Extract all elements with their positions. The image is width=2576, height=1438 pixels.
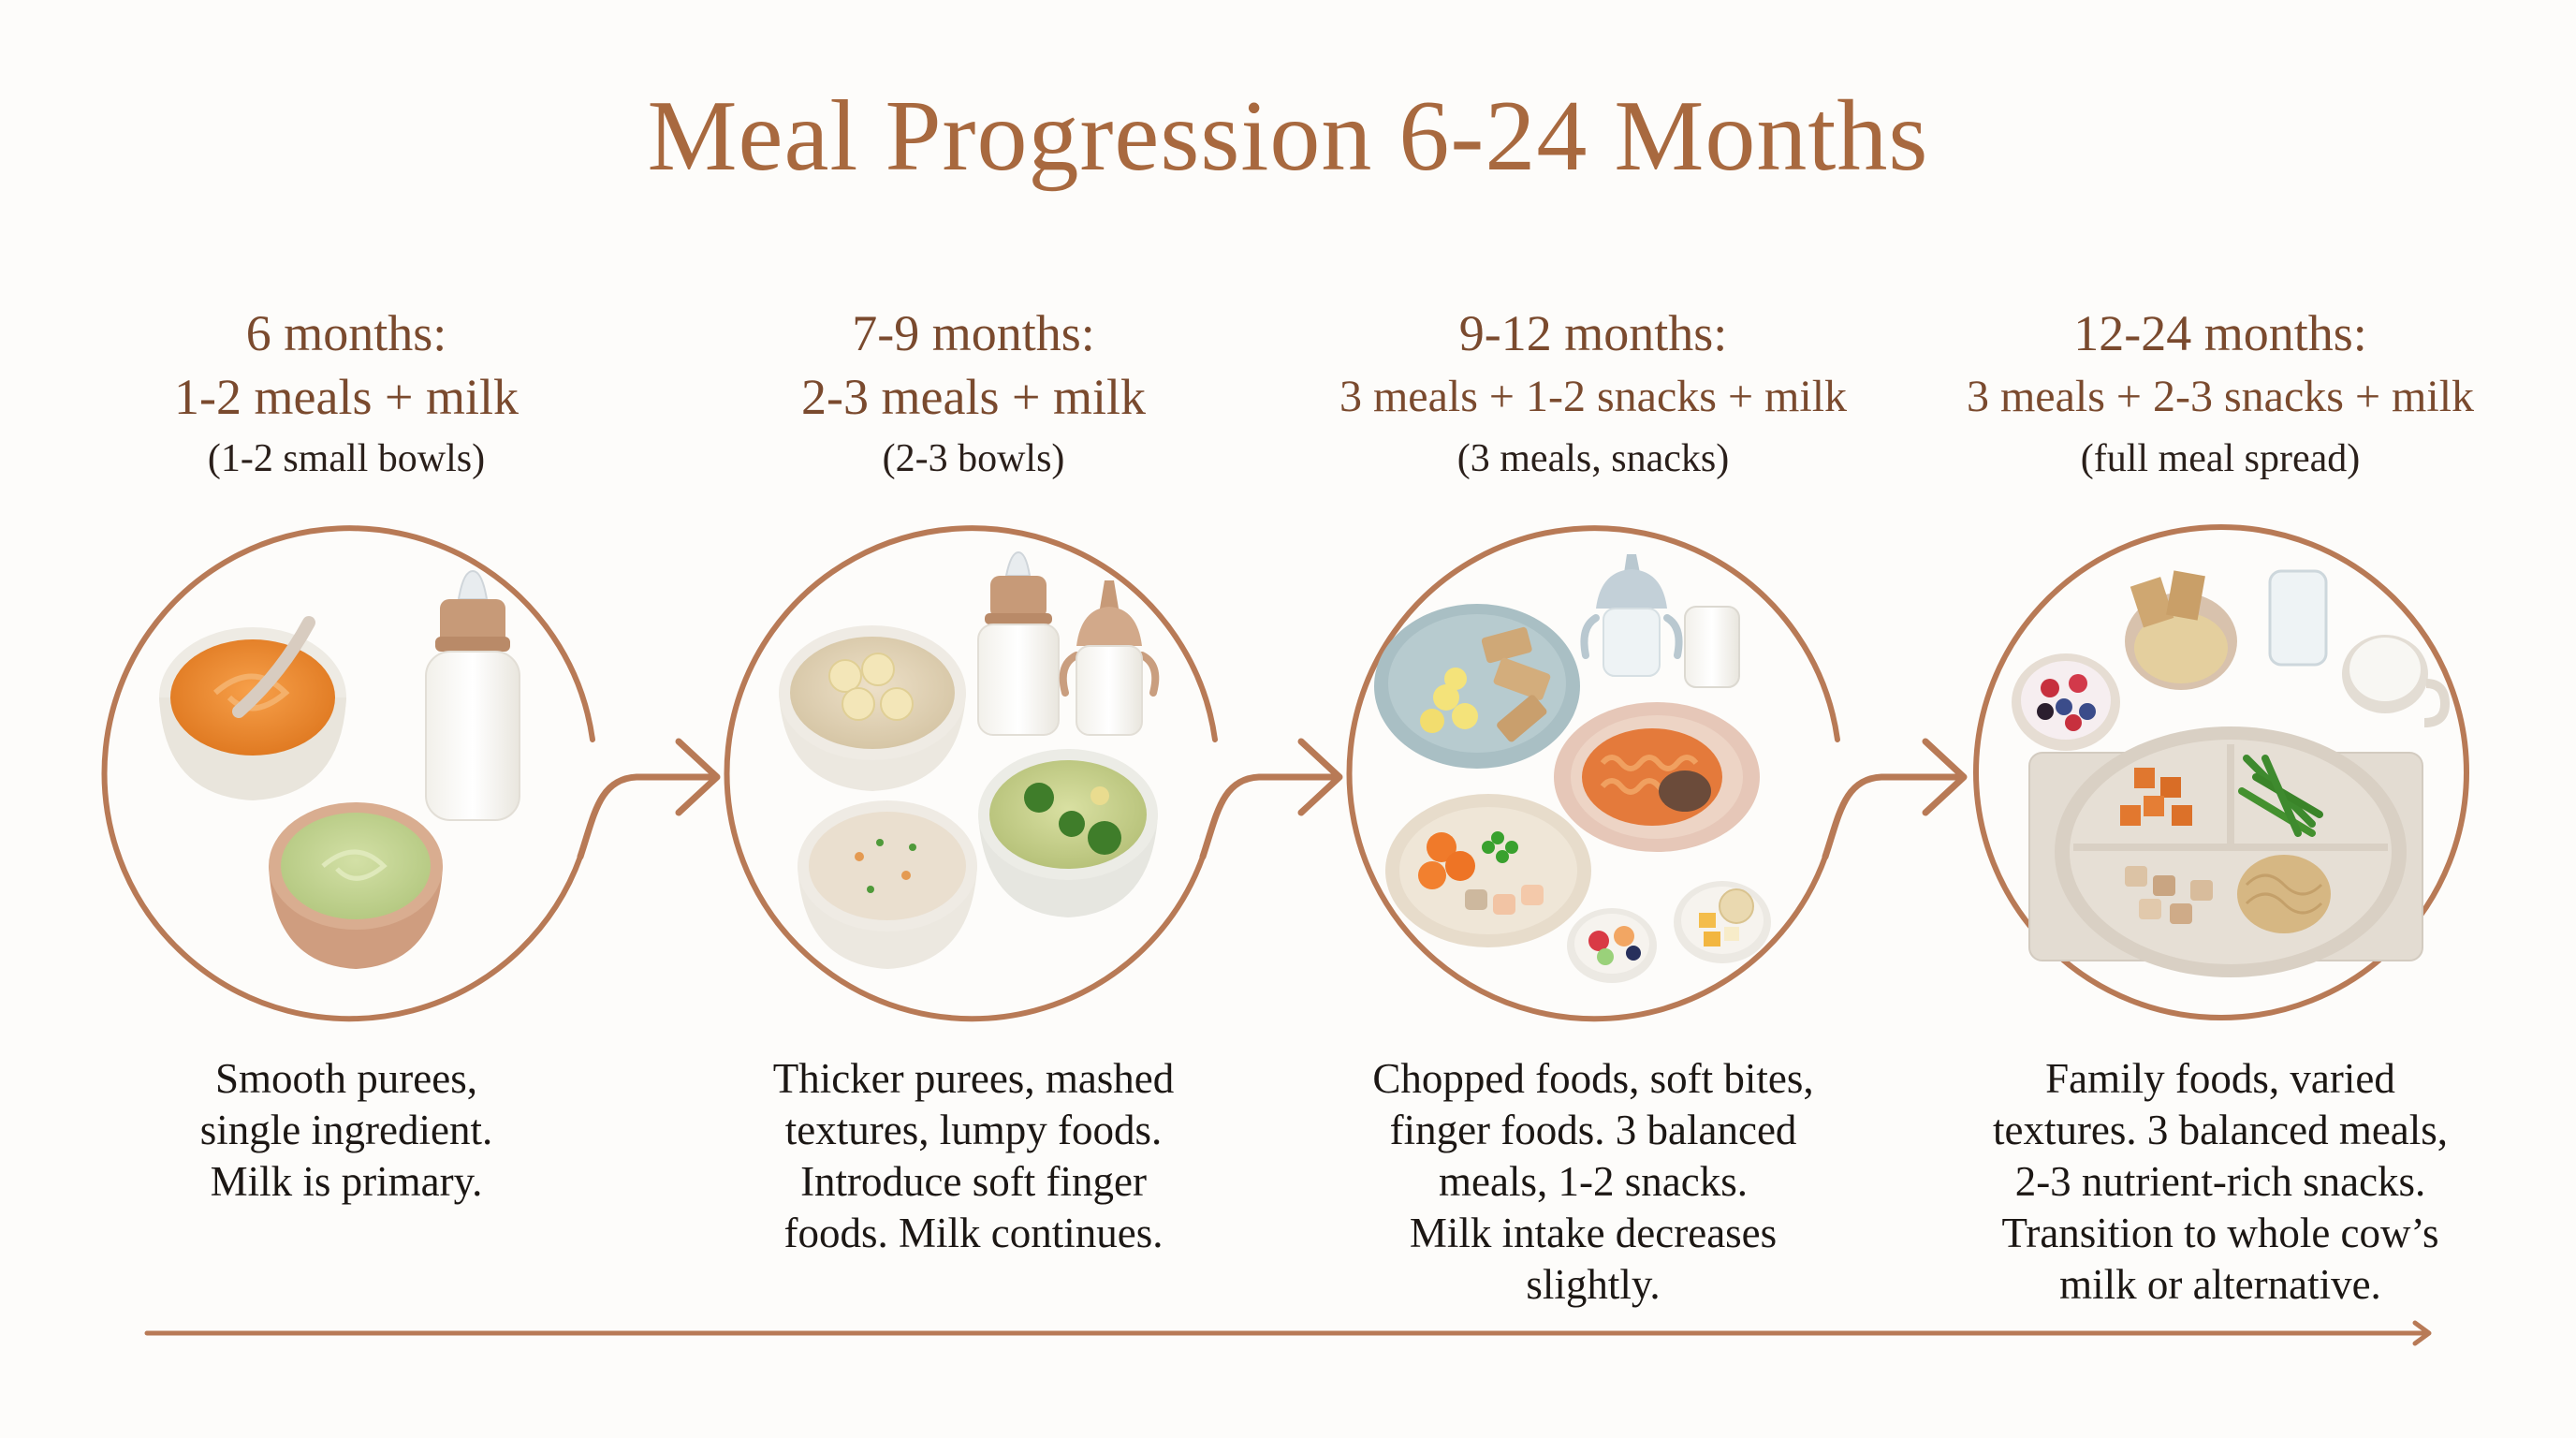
description-line: Chopped foods, soft bites, <box>1372 1055 1814 1102</box>
stage-heading-12-24-months: 12-24 months: 3 meals + 2-3 snacks + mil… <box>1902 301 2539 489</box>
green-puree-bowl-icon <box>269 802 443 969</box>
stage-description-6-months: Smooth purees, single ingredient. Milk i… <box>56 1053 637 1208</box>
illustration-6-months <box>159 569 520 969</box>
stage-meals: 3 meals + 2-3 snacks + milk <box>1966 372 2475 421</box>
stage-circle-7-9-months <box>724 525 1218 1022</box>
description-line: Family foods, varied <box>2045 1055 2395 1102</box>
cheese-crackers-icon <box>1674 881 1771 963</box>
timeline-arrow <box>144 1320 2432 1346</box>
mashed-potato-broccoli-bowl-icon <box>978 749 1158 917</box>
description-line: textures, lumpy foods. <box>784 1107 1163 1153</box>
page-title: Meal Progression 6-24 Months <box>647 81 1929 192</box>
stage-portion: (3 meals, snacks) <box>1456 437 1730 480</box>
connector-arrow-2 <box>1199 738 1343 860</box>
stage-age: 9-12 months: <box>1458 305 1728 361</box>
description-line: Milk is primary. <box>210 1158 483 1205</box>
stage-meals: 1-2 meals + milk <box>174 369 519 425</box>
milk-jar-icon <box>1684 606 1740 688</box>
egg-toast-plate-icon <box>1374 604 1580 769</box>
yogurt-berries-icon <box>2012 653 2120 751</box>
milk-mug-icon <box>2342 635 2451 727</box>
stage-meals: 3 meals + 1-2 snacks + milk <box>1339 372 1848 421</box>
illustration-7-9-months <box>779 550 1160 969</box>
description-line: single ingredient. <box>199 1107 493 1153</box>
stage-heading-7-9-months: 7-9 months: 2-3 meals + milk (2-3 bowls) <box>655 301 1292 489</box>
stage-circle-6-months <box>101 525 595 1022</box>
fruit-cup-icon <box>1567 908 1657 983</box>
stage-heading-6-months: 6 months: 1-2 meals + milk (1-2 small bo… <box>28 301 665 489</box>
stage-age: 7-9 months: <box>852 305 1095 361</box>
stage-circle-9-12-months <box>1346 525 1840 1022</box>
stage-heading-9-12-months: 9-12 months: 3 meals + 1-2 snacks + milk… <box>1275 301 1911 489</box>
stage-portion: (2-3 bowls) <box>882 437 1065 480</box>
water-glass-icon <box>2268 569 2328 667</box>
spoon-icon <box>232 616 315 718</box>
description-line: milk or alternative. <box>2059 1261 2381 1308</box>
baby-bottle-icon <box>977 550 1060 736</box>
stage-portion: (1-2 small bowls) <box>207 437 486 480</box>
description-line: finger foods. 3 balanced <box>1389 1107 1797 1153</box>
stage-portion: (full meal spread) <box>2080 437 2361 480</box>
stage-description-9-12-months: Chopped foods, soft bites, finger foods.… <box>1303 1053 1883 1311</box>
description-line: Milk intake decreases <box>1409 1210 1778 1256</box>
description-line: Transition to whole cow’s <box>2001 1210 2439 1256</box>
stage-meals: 2-3 meals + milk <box>801 369 1146 425</box>
description-line: 2-3 nutrient-rich snacks. <box>2014 1158 2426 1205</box>
description-line: slightly. <box>1526 1261 1661 1308</box>
connector-arrow-3 <box>1822 738 1968 860</box>
illustration-9-12-months <box>1374 554 1771 983</box>
oatmeal-banana-bowl-icon <box>779 625 966 791</box>
description-line: Thicker purees, mashed <box>772 1055 1175 1102</box>
hummus-crackers-icon <box>2125 570 2237 690</box>
stage-age: 12-24 months: <box>2073 305 2367 361</box>
connector-arrow-1 <box>577 738 721 860</box>
sippy-cup-water-icon <box>1580 554 1683 677</box>
chicken-rice-bowl-icon <box>798 800 977 969</box>
stage-circle-12-24-months <box>1973 524 2469 1020</box>
description-line: textures. 3 balanced meals, <box>1992 1107 2449 1153</box>
description-line: Smooth purees, <box>215 1055 477 1102</box>
baby-bottle-icon <box>425 569 520 821</box>
illustration-12-24-months <box>2012 569 2451 977</box>
description-line: meals, 1-2 snacks. <box>1439 1158 1748 1205</box>
stage-age: 6 months: <box>245 305 447 361</box>
carrots-peas-chicken-plate-icon <box>1385 794 1591 947</box>
stage-description-7-9-months: Thicker purees, mashed textures, lumpy f… <box>683 1053 1264 1259</box>
description-line: foods. Milk continues. <box>783 1210 1164 1256</box>
sippy-cup-icon <box>1059 580 1160 736</box>
stage-description-12-24-months: Family foods, varied textures. 3 balance… <box>1930 1053 2510 1311</box>
orange-puree-bowl-icon <box>159 627 346 800</box>
description-line: Introduce soft finger <box>800 1158 1147 1205</box>
divided-plate-icon <box>2055 726 2407 977</box>
pasta-bowl-icon <box>1554 702 1760 852</box>
